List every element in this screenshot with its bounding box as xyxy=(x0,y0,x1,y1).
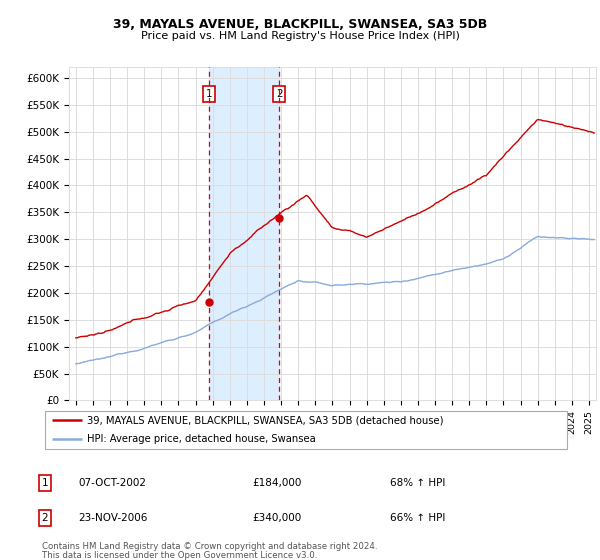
Text: Contains HM Land Registry data © Crown copyright and database right 2024.: Contains HM Land Registry data © Crown c… xyxy=(42,542,377,550)
Text: 07-OCT-2002: 07-OCT-2002 xyxy=(78,478,146,488)
Text: This data is licensed under the Open Government Licence v3.0.: This data is licensed under the Open Gov… xyxy=(42,551,317,560)
FancyBboxPatch shape xyxy=(44,411,568,449)
Text: £340,000: £340,000 xyxy=(252,513,301,523)
Text: 1: 1 xyxy=(205,89,212,99)
Text: HPI: Average price, detached house, Swansea: HPI: Average price, detached house, Swan… xyxy=(87,435,316,445)
Text: 68% ↑ HPI: 68% ↑ HPI xyxy=(390,478,445,488)
Text: £184,000: £184,000 xyxy=(252,478,301,488)
Text: 39, MAYALS AVENUE, BLACKPILL, SWANSEA, SA3 5DB: 39, MAYALS AVENUE, BLACKPILL, SWANSEA, S… xyxy=(113,18,487,31)
Text: 2: 2 xyxy=(276,89,283,99)
Bar xyxy=(209,67,280,400)
Text: 66% ↑ HPI: 66% ↑ HPI xyxy=(390,513,445,523)
Text: 1: 1 xyxy=(41,478,49,488)
Text: 2: 2 xyxy=(41,513,49,523)
Text: 23-NOV-2006: 23-NOV-2006 xyxy=(78,513,148,523)
Text: Price paid vs. HM Land Registry's House Price Index (HPI): Price paid vs. HM Land Registry's House … xyxy=(140,31,460,41)
Text: 39, MAYALS AVENUE, BLACKPILL, SWANSEA, SA3 5DB (detached house): 39, MAYALS AVENUE, BLACKPILL, SWANSEA, S… xyxy=(87,415,443,425)
